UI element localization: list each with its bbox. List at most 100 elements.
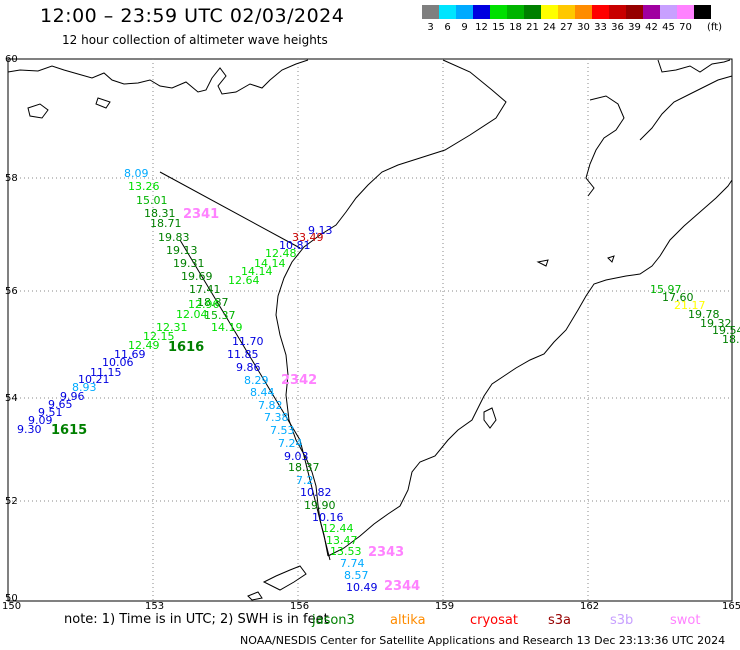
wave-height-label: 12.44 [322, 522, 354, 535]
wave-height-label: 7.2 [296, 474, 314, 487]
lat-label: 58 [5, 173, 18, 184]
wave-height-label: 12.31 [156, 321, 188, 334]
wave-height-label: 12.64 [228, 274, 260, 287]
wave-height-label: 8.93 [72, 381, 97, 394]
pass-number: 1615 [51, 423, 87, 438]
wave-height-label: 17.41 [189, 283, 221, 296]
wave-height-label: 13.47 [326, 534, 358, 547]
wave-height-label: 13.53 [330, 545, 362, 558]
wave-height-label: 7.82 [258, 399, 283, 412]
wave-height-label: 18.87 [197, 296, 229, 309]
wave-height-label: 19.13 [166, 244, 198, 257]
lat-label: 54 [5, 393, 18, 404]
wave-height-label: 9.09 [28, 414, 53, 427]
scale-swatch [609, 5, 626, 19]
lon-label: 153 [145, 601, 164, 612]
lat-label: 50 [5, 593, 18, 604]
wave-height-label: 10.82 [300, 486, 332, 499]
pass-number: 2343 [368, 545, 404, 560]
footer-note: note: 1) Time is in UTC; 2) SWH is in fe… [64, 612, 329, 627]
wave-height-label: 17.60 [662, 291, 694, 304]
lat-label: 56 [5, 286, 18, 297]
scale-swatch [558, 5, 575, 19]
lat-label: 52 [5, 496, 18, 507]
scale-label: 15 [492, 22, 505, 33]
wave-height-label: 14.14 [241, 265, 273, 278]
mission-label: s3a [548, 613, 572, 628]
scale-swatch [422, 5, 439, 19]
wave-height-label: 15.97 [650, 283, 682, 296]
map-frame [7, 58, 733, 602]
scale-swatch [626, 5, 643, 19]
wave-height-label: 19.83 [158, 231, 190, 244]
scale-swatch [524, 5, 541, 19]
lon-label: 162 [580, 601, 599, 612]
wave-height-label: 13.26 [128, 180, 160, 193]
wave-height-label: 9.03 [284, 450, 309, 463]
scale-label: 9 [461, 22, 468, 33]
pass-number: 2344 [384, 579, 420, 594]
scale-label: 6 [444, 22, 451, 33]
wave-height-label: 8.44 [250, 386, 275, 399]
lat-label: 60 [5, 54, 18, 65]
wave-height-label: 9.30 [17, 423, 42, 436]
scale-swatch [643, 5, 660, 19]
mission-label: cryosat [470, 613, 518, 628]
wave-height-label: 12.48 [265, 247, 297, 260]
pass-number: 2341 [183, 207, 219, 222]
scale-swatch [473, 5, 490, 19]
wave-height-label: 7.53 [270, 424, 295, 437]
wave-height-label: 18.37 [288, 461, 320, 474]
scale-label: 70 [679, 22, 692, 33]
wave-height-label: 14.19 [211, 321, 243, 334]
scale-label: 42 [645, 22, 658, 33]
scale-swatch [660, 5, 677, 19]
wave-height-label: 10.49 [346, 581, 378, 594]
scale-label: 21 [526, 22, 539, 33]
wave-height-label: 12.15 [143, 330, 175, 343]
wave-height-label: 10.16 [312, 511, 344, 524]
coastline [7, 59, 733, 601]
mission-label: altika [390, 613, 426, 628]
scale-swatch [592, 5, 609, 19]
wave-height-label: 8.29 [244, 374, 269, 387]
lon-label: 159 [435, 601, 454, 612]
lon-label: 156 [290, 601, 309, 612]
wave-height-label: 33.49 [292, 231, 324, 244]
wave-height-label: 15.01 [136, 194, 168, 207]
scale-label: 3 [427, 22, 434, 33]
wave-height-label: 8.09 [124, 167, 149, 180]
wave-height-label: 21.17 [674, 299, 706, 312]
wave-height-label: 19.31 [173, 257, 205, 270]
wave-height-label: 12.04 [176, 308, 208, 321]
wave-height-label: 10.21 [78, 373, 110, 386]
wave-height-label: 19.69 [181, 270, 213, 283]
scale-label: 45 [662, 22, 675, 33]
wave-height-labels: 8.09 13.26 15.01 18.31 18.71 19.83 19.13… [17, 167, 740, 594]
chart-subtitle: 12 hour collection of altimeter wave hei… [62, 33, 328, 47]
graticule [8, 59, 732, 601]
wave-height-label: 9.86 [236, 361, 261, 374]
wave-height-label: 9.96 [60, 390, 85, 403]
wave-height-label: 19.54 [712, 324, 740, 337]
scale-label: 24 [543, 22, 556, 33]
scale-swatch [507, 5, 524, 19]
scale-swatch [490, 5, 507, 19]
scale-label: 39 [628, 22, 641, 33]
mission-label: jason3 [312, 613, 355, 628]
wave-height-label: 9.51 [38, 406, 63, 419]
scale-swatch [456, 5, 473, 19]
wave-height-label: 12.96 [188, 298, 220, 311]
wave-height-label: 7.74 [340, 557, 365, 570]
wave-height-label: 18. [722, 333, 740, 346]
scale-label: 30 [577, 22, 590, 33]
mission-label: swot [670, 613, 701, 628]
wave-height-label: 15.37 [204, 309, 236, 322]
wave-height-label: 11.85 [227, 348, 259, 361]
wave-height-label: 7.38 [264, 411, 289, 424]
pass-number: 1616 [168, 340, 204, 355]
scale-label: 36 [611, 22, 624, 33]
scale-label: 12 [475, 22, 488, 33]
wave-height-label: 9.65 [48, 398, 73, 411]
wave-height-label: 11.70 [232, 335, 264, 348]
